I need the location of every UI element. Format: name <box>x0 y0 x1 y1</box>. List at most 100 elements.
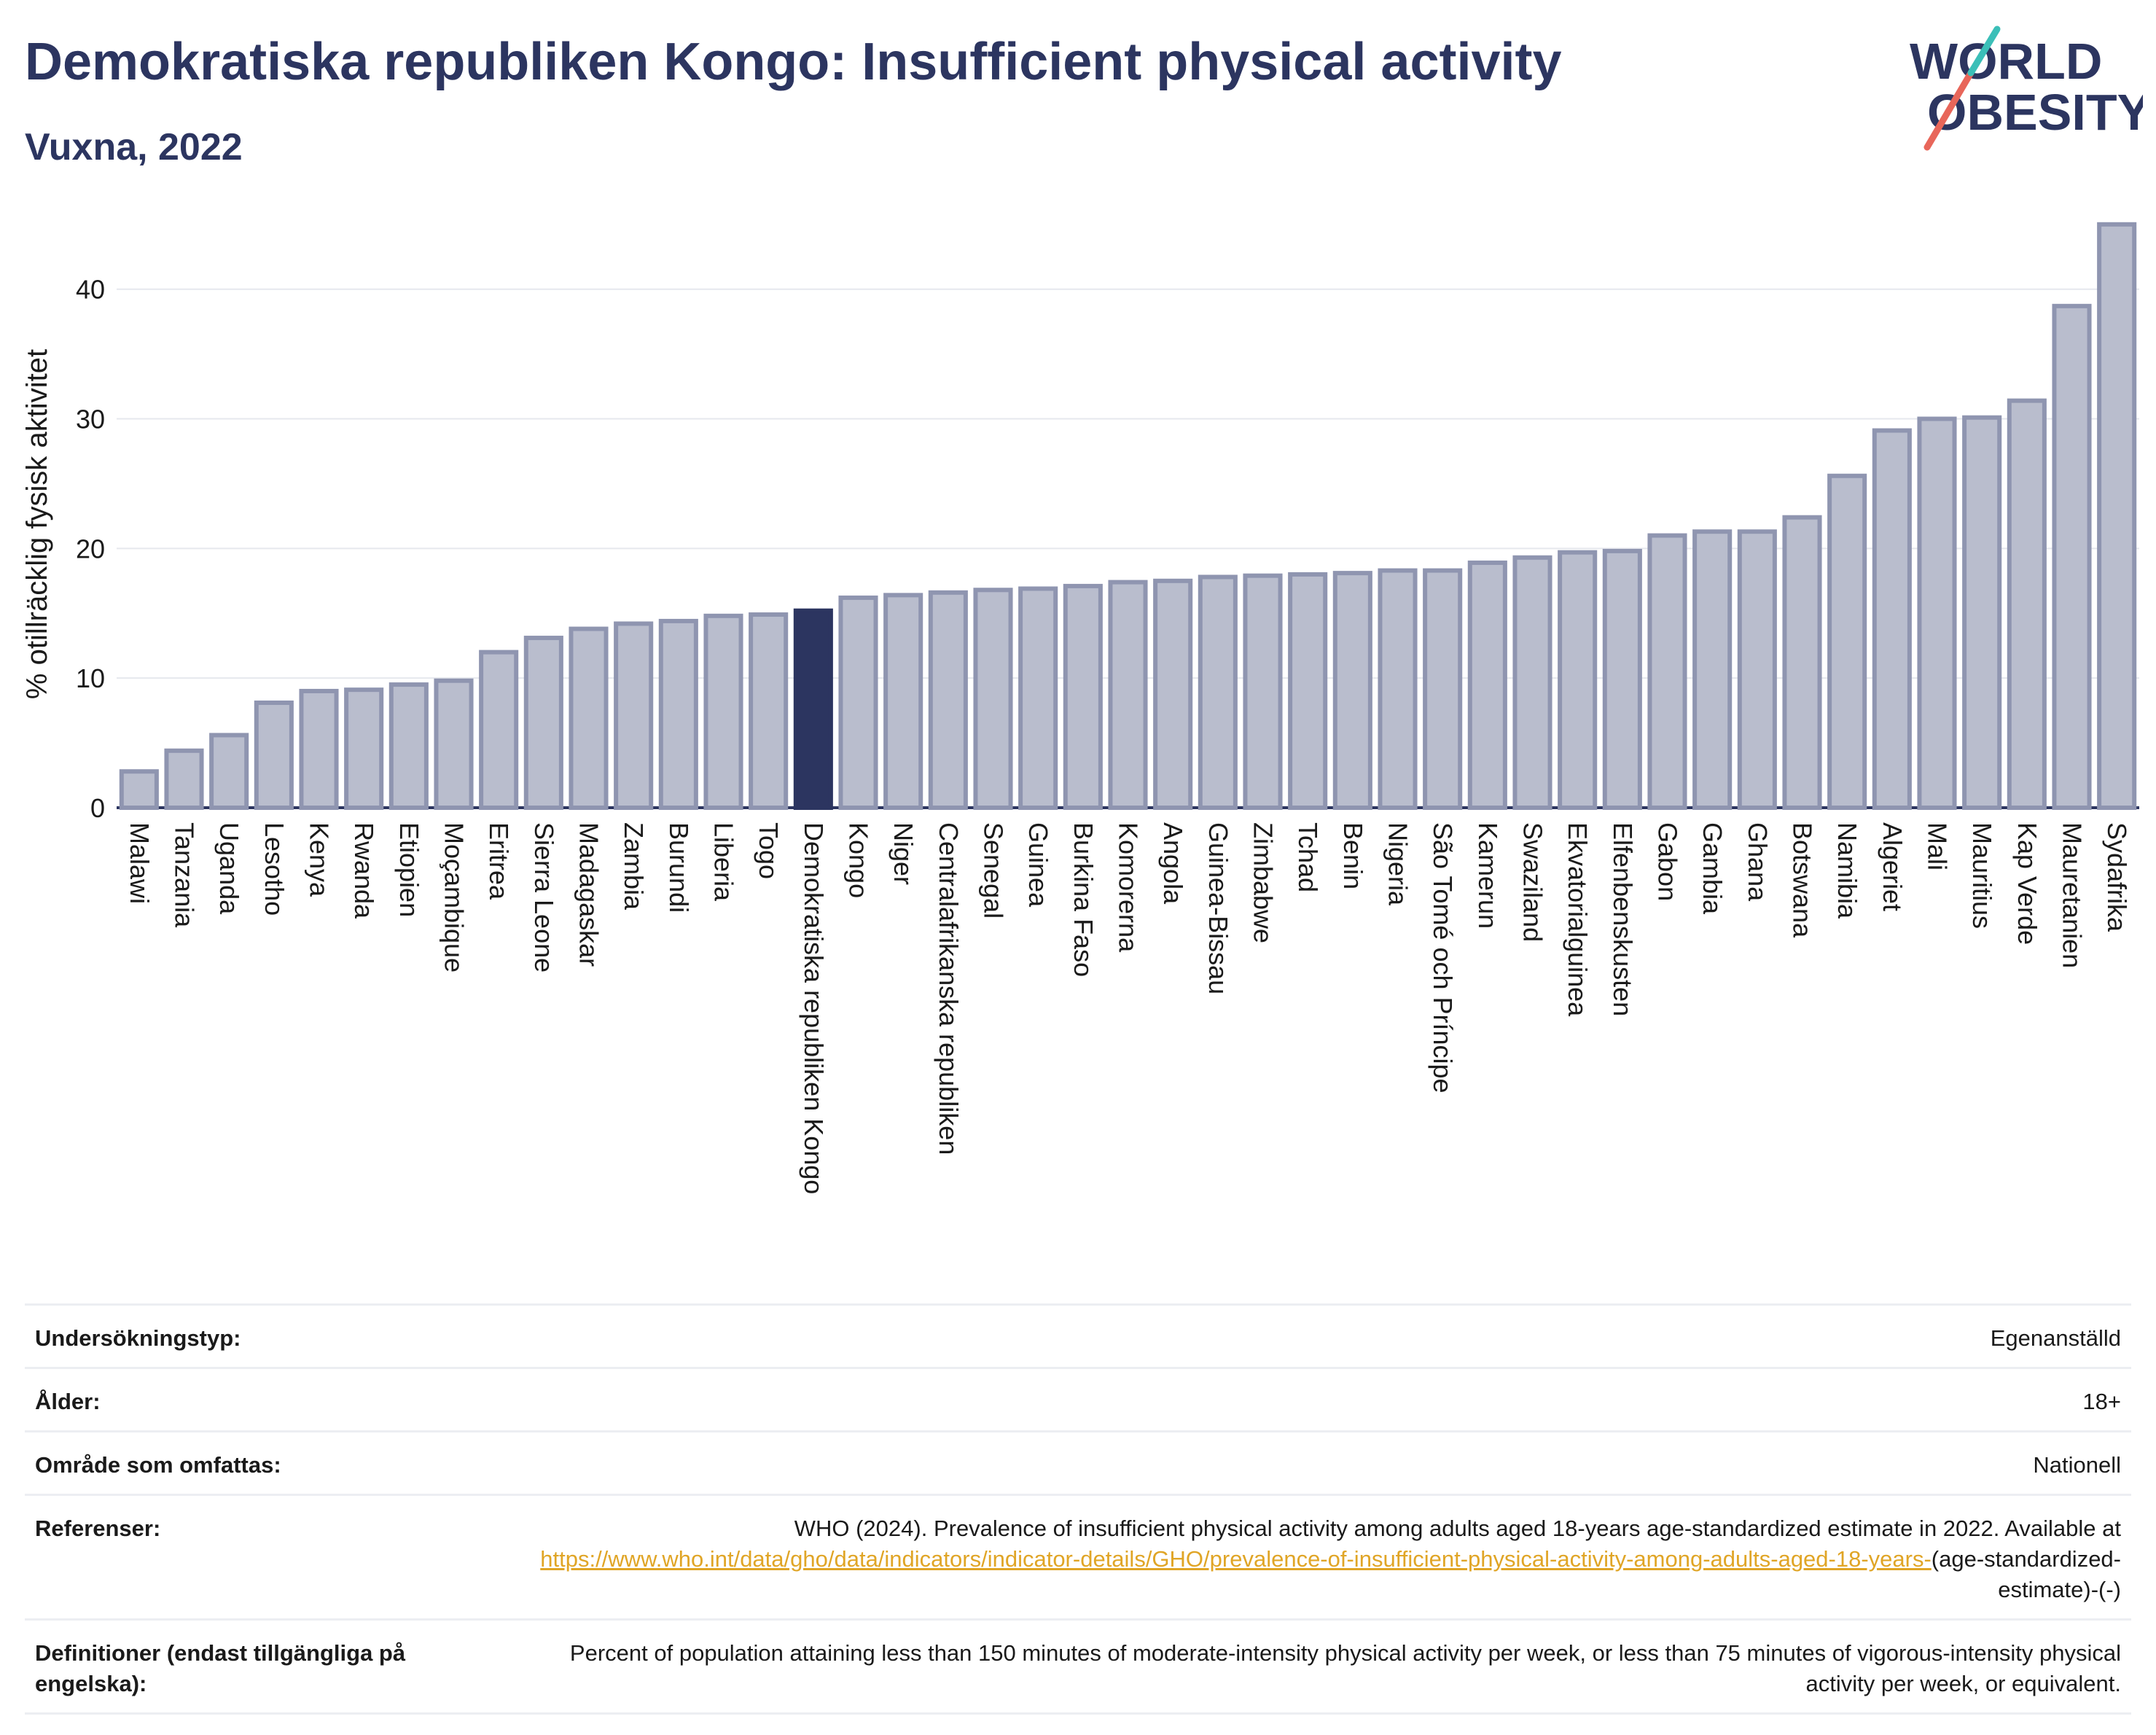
meta-row-references: Referenser: WHO (2024). Prevalence of in… <box>25 1496 2131 1621</box>
x-tick-label: Gambia <box>1698 822 1727 915</box>
bar-botswana[interactable] <box>1782 515 1822 810</box>
bar-zimbabwe[interactable] <box>1243 573 1283 810</box>
bar-guinea-bissau[interactable] <box>1198 574 1238 810</box>
bar-eritrea[interactable] <box>479 650 519 811</box>
x-tick-label: Rwanda <box>349 822 379 919</box>
bar-algeriet[interactable] <box>1872 428 1912 811</box>
x-tick-label: Madagaskar <box>574 822 604 967</box>
x-tick-label: Algeriet <box>1878 822 1907 911</box>
bar-gabon[interactable] <box>1647 533 1687 810</box>
meta-row-definitions: Definitioner (endast tillgängliga på eng… <box>25 1621 2131 1715</box>
x-tick-label: Sierra Leone <box>529 822 559 972</box>
meta-key: Definitioner (endast tillgängliga på eng… <box>35 1640 406 1696</box>
page-title: Demokratiska republiken Kongo: Insuffici… <box>25 33 1562 91</box>
bar-niger[interactable] <box>883 593 923 811</box>
x-tick-label: Togo <box>754 822 784 879</box>
bar-mauritius[interactable] <box>1962 415 2002 810</box>
meta-value: 18+ <box>2082 1389 2121 1414</box>
bar-etiopien[interactable] <box>388 682 429 811</box>
x-tick-label: Demokratiska republiken Kongo <box>799 822 829 1194</box>
bar-mo-ambique[interactable] <box>434 678 474 810</box>
bar-mali[interactable] <box>1917 416 1957 810</box>
bar-angola[interactable] <box>1153 578 1193 810</box>
x-tick-label: Zimbabwe <box>1249 822 1278 943</box>
bar-burkina-faso[interactable] <box>1063 583 1103 811</box>
bar-senegal[interactable] <box>973 588 1013 811</box>
bar-sydafrika[interactable] <box>2097 222 2137 811</box>
bar-ghana[interactable] <box>1737 529 1777 810</box>
x-tick-label: Kongo <box>844 822 874 898</box>
meta-key: Referenser: <box>35 1516 161 1541</box>
bar-tchad[interactable] <box>1288 572 1328 810</box>
bar-tanzania[interactable] <box>164 748 204 811</box>
x-tick-label: Moçambique <box>440 822 469 972</box>
x-tick-label: Kamerun <box>1473 822 1503 929</box>
page-subtitle: Vuxna, 2022 <box>25 126 243 168</box>
x-tick-label: Uganda <box>214 822 244 915</box>
meta-value: Nationell <box>2033 1452 2121 1478</box>
x-tick-label: Burundi <box>664 822 694 913</box>
bar-komorerna[interactable] <box>1108 580 1148 810</box>
y-tick-label: 0 <box>90 793 105 823</box>
x-tick-label: Gabon <box>1653 822 1683 901</box>
bar-madagaskar[interactable] <box>569 626 609 810</box>
bar-ekvatorialguinea[interactable] <box>1558 550 1598 810</box>
bar-kamerun[interactable] <box>1467 560 1507 810</box>
bar-rwanda[interactable] <box>344 687 384 811</box>
bar-liberia[interactable] <box>703 613 743 810</box>
meta-key: Ålder: <box>35 1389 101 1414</box>
x-tick-label: Mali <box>1923 822 1953 870</box>
meta-key: Undersökningstyp: <box>35 1325 241 1351</box>
x-tick-label: Namibia <box>1832 822 1862 919</box>
meta-key: Område som omfattas: <box>35 1452 281 1478</box>
bar-lesotho[interactable] <box>254 700 294 810</box>
x-tick-label: Benin <box>1338 822 1368 889</box>
bar-centralafrikanska-republiken[interactable] <box>928 590 968 811</box>
logo-line1: WORLD <box>1910 33 2102 90</box>
x-tick-label: Mauritius <box>1967 822 1997 929</box>
bar-kongo[interactable] <box>838 595 878 810</box>
bars <box>119 222 2137 811</box>
reference-text: WHO (2024). Prevalence of insufficient p… <box>794 1516 2121 1541</box>
bar-namibia[interactable] <box>1827 473 1867 810</box>
bar-benin[interactable] <box>1332 571 1372 810</box>
x-tick-label: Centralafrikanska republiken <box>934 822 964 1155</box>
bar-sierra-leone[interactable] <box>523 636 563 811</box>
bar-zambia[interactable] <box>614 621 654 810</box>
bar-malawi[interactable] <box>119 769 159 810</box>
bar-demokratiska-republiken-kongo[interactable] <box>793 608 833 810</box>
bar-uganda[interactable] <box>209 733 249 811</box>
bar-mauretanien[interactable] <box>2052 303 2092 810</box>
x-tick-label: Zambia <box>619 822 649 911</box>
x-tick-label: Niger <box>888 822 918 885</box>
bar-kenya[interactable] <box>299 688 339 811</box>
bar-s-o-tom-och-pr-ncipe[interactable] <box>1423 568 1463 810</box>
bar-guinea[interactable] <box>1018 586 1058 811</box>
x-tick-label: Komorerna <box>1114 822 1144 953</box>
y-tick-label: 20 <box>76 534 105 564</box>
reference-suffix: (age-standardized-estimate)-(-) <box>1931 1546 2121 1602</box>
x-tick-label: São Tomé och Príncipe <box>1428 822 1458 1093</box>
x-tick-label: Elfenbenskusten <box>1608 822 1638 1016</box>
y-tick-labels: 0 10 20 30 40 <box>76 275 105 823</box>
bar-chart: Malawi Tanzania Uganda Lesotho Kenya Rwanda Et… <box>21 222 2139 1194</box>
logo-slash-teal <box>1967 26 2001 77</box>
bar-nigeria[interactable] <box>1378 568 1418 810</box>
x-tick-label: Eritrea <box>484 822 514 900</box>
bar-burundi[interactable] <box>658 618 698 810</box>
logo-slash-red <box>1923 69 1975 151</box>
x-tick-label: Liberia <box>709 822 739 902</box>
bar-togo[interactable] <box>749 612 789 810</box>
meta-row-survey-type: Undersökningstyp: Egenanställd <box>25 1306 2131 1369</box>
reference-link[interactable]: https://www.who.int/data/gho/data/indica… <box>540 1546 1932 1572</box>
bar-kap-verde[interactable] <box>2007 398 2047 810</box>
x-tick-label: Kap Verde <box>2012 822 2042 945</box>
x-tick-label: Ekvatorialguinea <box>1563 822 1593 1017</box>
x-tick-label: Ghana <box>1743 822 1773 902</box>
meta-row-age: Ålder: 18+ <box>25 1369 2131 1432</box>
bar-gambia[interactable] <box>1692 529 1733 810</box>
x-tick-label: Kenya <box>305 822 335 897</box>
x-tick-label: Burkina Faso <box>1069 822 1098 977</box>
bar-swaziland[interactable] <box>1512 555 1552 810</box>
bar-elfenbenskusten[interactable] <box>1602 548 1642 810</box>
